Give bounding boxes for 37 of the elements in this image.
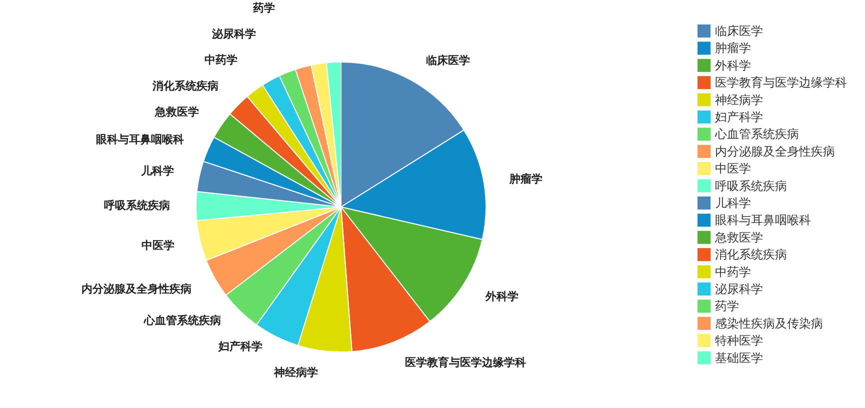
legend-label: 儿科学 <box>715 196 751 210</box>
slice-label: 妇产科学 <box>218 340 263 353</box>
slice-label: 医学教育与医学边缘学科 <box>405 356 526 369</box>
slice-label: 中药学 <box>204 54 238 67</box>
slice-label: 内分泌腺及全身性疾病 <box>82 282 192 296</box>
legend-label: 中药学 <box>715 264 751 279</box>
legend-label: 感染性疾病及传染病 <box>715 316 823 330</box>
legend-label: 神经病学 <box>715 92 763 107</box>
slice-label: 临床医学 <box>426 54 470 67</box>
category-label: 泌尿科学 <box>212 28 256 41</box>
legend-label: 眼科与耳鼻咽喉科 <box>715 213 811 228</box>
legend-label: 外科学 <box>715 58 751 72</box>
legend-label: 基础医学 <box>715 350 763 365</box>
category-label: 药学 <box>253 2 276 15</box>
legend-label: 泌尿科学 <box>715 282 763 296</box>
legend-label: 妇产科学 <box>715 110 763 124</box>
slice-label: 外科学 <box>484 290 519 303</box>
slice-label: 儿科学 <box>140 164 174 178</box>
slice-label: 神经病学 <box>273 366 318 379</box>
legend-label: 消化系统疾病 <box>715 248 787 262</box>
legend-label: 内分泌腺及全身性疾病 <box>715 144 835 158</box>
legend-label: 呼吸系统疾病 <box>715 178 787 193</box>
legend-label: 肿瘤学 <box>715 41 751 56</box>
legend-label: 临床医学 <box>715 24 763 38</box>
legend-label: 药学 <box>715 299 739 314</box>
slice-label: 中医学 <box>142 238 175 252</box>
legend-label: 急救医学 <box>714 230 763 244</box>
slice-label: 急救医学 <box>154 106 200 119</box>
slice-label: 呼吸系统疾病 <box>104 198 170 212</box>
legend-label: 医学教育与医学边缘学科 <box>715 76 847 90</box>
legend-label: 心血管系统疾病 <box>714 127 799 142</box>
legend-label: 特种医学 <box>715 334 763 348</box>
slice-label: 眼科与耳鼻咽喉科 <box>96 133 184 146</box>
slice-label: 消化系统疾病 <box>152 80 219 93</box>
slice-label: 心血管系统疾病 <box>142 314 221 327</box>
slice-label: 肿瘤学 <box>508 172 543 186</box>
legend-label: 中医学 <box>715 162 751 176</box>
